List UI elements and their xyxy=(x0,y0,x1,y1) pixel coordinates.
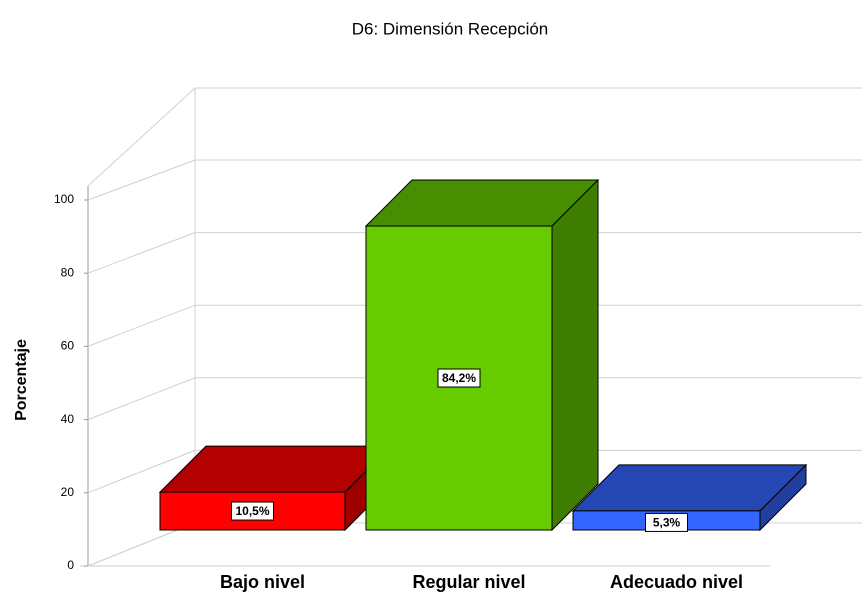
bar-side xyxy=(551,178,599,532)
x-tick-label: Bajo nivel xyxy=(220,572,305,592)
x-tick-label: Regular nivel xyxy=(412,572,525,592)
value-label: 84,2% xyxy=(442,371,476,385)
grid-line xyxy=(87,159,196,201)
wall-edge xyxy=(87,87,196,187)
y-tick-label: 0 xyxy=(67,558,74,572)
grid-line xyxy=(87,377,196,421)
y-tick-label: 40 xyxy=(61,412,75,426)
grid-line xyxy=(87,304,196,347)
y-axis-label: Porcentaje xyxy=(13,339,30,421)
x-tick-label: Adecuado nivel xyxy=(610,572,743,592)
value-label-box xyxy=(645,512,688,532)
y-tick-label: 60 xyxy=(61,339,75,353)
value-label: 10,5% xyxy=(235,504,269,518)
y-tick-label: 80 xyxy=(61,265,75,279)
chart-title: D6: Dimensión Recepción xyxy=(352,19,549,38)
grid-line xyxy=(87,232,196,274)
value-label-box xyxy=(231,501,274,521)
grid-line xyxy=(87,449,196,494)
y-tick-label: 20 xyxy=(61,485,75,499)
value-label-box xyxy=(437,368,481,388)
value-label: 5,3% xyxy=(653,516,681,530)
y-tick-label: 100 xyxy=(54,192,74,206)
